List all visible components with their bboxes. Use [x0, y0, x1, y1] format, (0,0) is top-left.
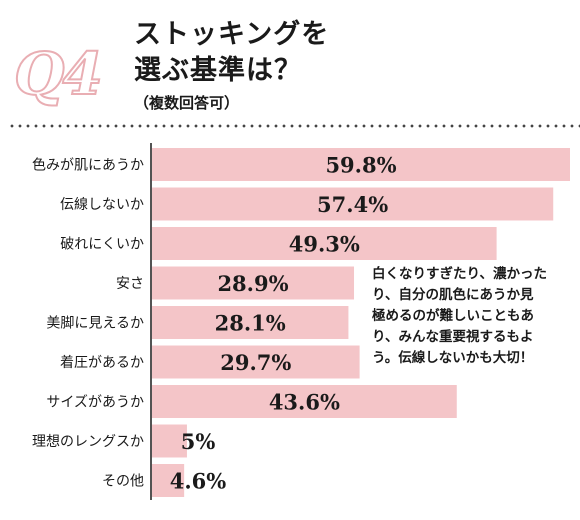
- bar-2: [152, 187, 554, 221]
- value-label-6: 29.7%: [220, 350, 291, 375]
- category-label-6: 着圧があるか: [60, 355, 144, 371]
- value-label-8: 5%: [181, 429, 216, 454]
- value-label-1: 59.8%: [325, 153, 396, 178]
- value-label-3: 49.3%: [289, 232, 360, 257]
- commentary-note: 白くなりすぎたり、濃かった り、自分の肌色にあうか見 極めるのが難しいこともあ …: [372, 266, 547, 366]
- category-label-4: 安さ: [116, 276, 144, 292]
- bar-1: [152, 148, 570, 181]
- value-label-2: 57.4%: [317, 192, 388, 217]
- category-label-9: その他: [102, 474, 144, 490]
- bar-6: [152, 345, 360, 379]
- chart-title-line-2: 選ぶ基準は？: [134, 55, 302, 86]
- value-label-9: 4.6%: [170, 469, 227, 494]
- dotted-divider: [8, 124, 580, 128]
- bar-9: [152, 464, 185, 497]
- bar-5: [152, 306, 349, 339]
- bar-8: [152, 424, 187, 458]
- category-label-3: 破れにくいか: [60, 237, 144, 253]
- category-label-2: 伝線しないか: [60, 197, 144, 213]
- chart-subtitle: （複数回答可）: [134, 94, 240, 112]
- category-label-1: 色みが肌にあうか: [32, 157, 144, 174]
- value-label-5: 28.1%: [215, 311, 286, 336]
- bar-7: [152, 385, 457, 418]
- category-label-7: サイズがあうか: [46, 395, 144, 411]
- category-label-8: 理想のレングスか: [32, 434, 144, 450]
- question-number-badge: Q4: [13, 39, 104, 109]
- category-label-5: 美脚に見えるか: [46, 316, 144, 332]
- value-label-7: 43.6%: [269, 390, 340, 415]
- bar-4: [152, 266, 355, 300]
- value-label-4: 28.9%: [217, 271, 288, 296]
- chart-title-line-1: ストッキングを: [134, 19, 330, 50]
- bar-3: [152, 227, 497, 260]
